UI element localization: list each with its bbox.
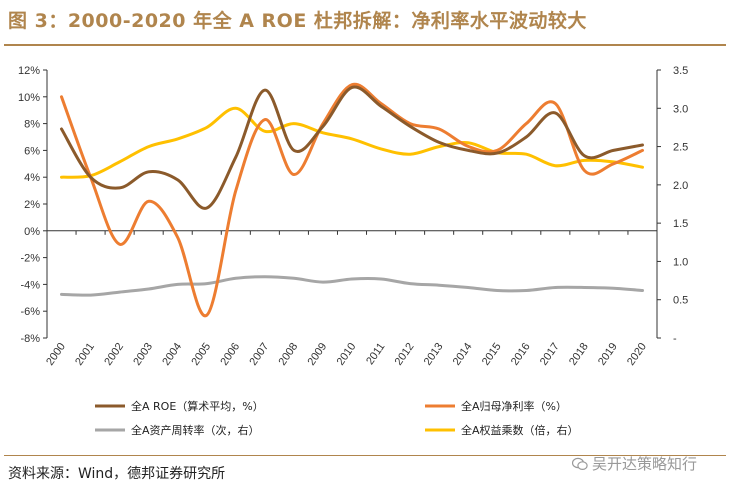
x-tick-label: 2002	[102, 341, 126, 368]
right-tick-label: 0.5	[673, 295, 688, 307]
x-tick-label: 2016	[509, 341, 533, 368]
x-tick-label: 2007	[247, 341, 271, 368]
x-tick-label: 2009	[306, 341, 330, 368]
watermark-text: 吴开达策略知行	[592, 455, 698, 473]
x-tick-label: 2001	[73, 341, 97, 368]
legend-label-multiplier: 全A权益乘数（倍，右）	[461, 423, 579, 437]
left-tick-label: -2%	[20, 253, 40, 265]
left-tick-label: 6%	[24, 145, 40, 157]
x-tick-label: 2019	[596, 341, 620, 368]
right-tick-label: -	[673, 333, 677, 345]
x-tick-label: 2013	[422, 341, 446, 368]
chart-title: 图 3：2000-2020 年全 A ROE 杜邦拆解：净利率水平波动较大	[8, 10, 587, 32]
x-tick-label: 2010	[335, 341, 359, 368]
footer-divider	[4, 455, 726, 456]
title-divider	[4, 44, 726, 46]
right-tick-label: 1.5	[673, 218, 688, 230]
x-axis-ticks: 2000 2001 2002 2003 2004 2005 2006 2007 2008 2009…	[44, 230, 658, 368]
x-tick-label: 2011	[364, 341, 387, 367]
x-tick-label: 2018	[567, 341, 591, 368]
left-tick-label: -8%	[20, 333, 40, 345]
right-axis-ticks: - 0.5 1.0 1.5 2.0 2.5 3.0 3.5	[657, 65, 688, 345]
x-tick-label: 2014	[451, 341, 475, 368]
watermark: 吴开达策略知行	[571, 453, 698, 474]
left-tick-label: 12%	[18, 65, 40, 77]
series-line-net-margin	[60, 82, 644, 318]
x-tick-label: 2003	[131, 341, 155, 368]
right-tick-label: 3.5	[673, 65, 688, 77]
x-tick-label: 2015	[480, 341, 504, 368]
right-tick-label: 2.5	[673, 142, 688, 154]
series-lines	[60, 82, 644, 318]
left-tick-label: 0%	[24, 226, 40, 238]
left-tick-label: -6%	[20, 306, 40, 318]
legend: 全A ROE（算术平均，%） 全A归母净利率（%） 全A资产周转率（次，右） 全A权益…	[95, 399, 579, 437]
wechat-icon	[571, 457, 588, 471]
x-tick-label: 2004	[160, 341, 184, 368]
legend-label-net-margin: 全A归母净利率（%）	[461, 399, 567, 413]
series-line-multiplier	[60, 106, 644, 179]
x-tick-label: 2020	[625, 341, 649, 368]
x-tick-label: 2006	[218, 341, 242, 368]
chart-svg: -8% -6% -4% -2% 0% 2% 4% 6% 8% 10% 12% - 0.5 1.0 1.5 2…	[18, 65, 688, 437]
left-axis-ticks: -8% -6% -4% -2% 0% 2% 4% 6% 8% 10% 12%	[18, 65, 47, 345]
legend-label-turnover: 全A资产周转率（次，右）	[131, 423, 260, 437]
x-tick-label: 2000	[44, 341, 68, 368]
x-tick-label: 2005	[189, 341, 213, 368]
right-tick-label: 1.0	[673, 256, 688, 268]
x-tick-label: 2008	[276, 341, 300, 368]
left-tick-label: 8%	[24, 119, 40, 131]
x-tick-label: 2012	[393, 341, 417, 368]
left-tick-label: -4%	[20, 279, 40, 291]
axes	[46, 70, 658, 338]
source-note: 资料来源：Wind，德邦证券研究所	[8, 466, 226, 482]
series-line-turnover	[60, 275, 644, 297]
series-line-roe	[60, 85, 644, 210]
legend-label-roe: 全A ROE（算术平均，%）	[131, 399, 264, 413]
left-tick-label: 2%	[24, 199, 40, 211]
right-tick-label: 3.0	[673, 103, 688, 115]
left-tick-label: 4%	[24, 172, 40, 184]
left-tick-label: 10%	[18, 92, 40, 104]
right-tick-label: 2.0	[673, 180, 688, 192]
x-tick-label: 2017	[538, 341, 562, 368]
